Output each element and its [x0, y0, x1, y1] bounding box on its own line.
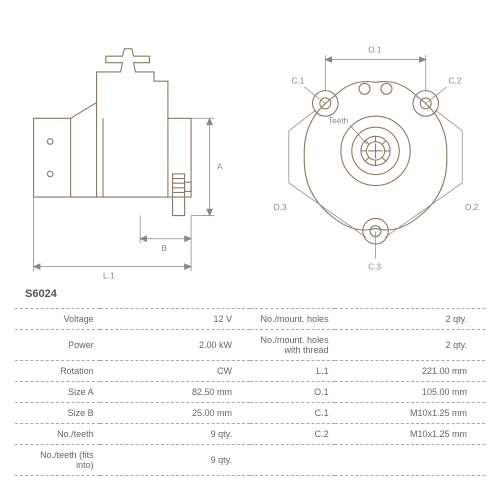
spec-value: 2 qty.	[335, 309, 485, 330]
part-number: S6024	[25, 288, 57, 300]
spec-row: Size B25.00 mmC.1M10x1.25 mm	[15, 403, 485, 424]
spec-value: 105.00 mm	[335, 382, 485, 403]
spec-label: L.1	[250, 361, 335, 382]
spec-row: Size A82.50 mmO.1105.00 mm	[15, 382, 485, 403]
spec-label: No./mount. holes	[250, 309, 335, 330]
dim-o1-label: O.1	[368, 45, 382, 54]
dim-c1-label: C.1	[292, 76, 305, 85]
teeth-label: Teeth	[328, 116, 349, 125]
spec-label	[250, 445, 335, 476]
spec-value: 25.00 mm	[100, 403, 250, 424]
spec-label: C.2	[250, 424, 335, 445]
dim-a-label: A	[217, 161, 223, 171]
spec-label: Size A	[15, 382, 100, 403]
spec-row: No./teeth (fits into)9 qty.	[15, 445, 485, 476]
dim-o3-label: O.3	[273, 203, 287, 212]
spec-label: C.1	[250, 403, 335, 424]
dim-c3-label: C.3	[368, 263, 381, 272]
spec-row: No./teeth9 qty.C.2M10x1.25 mm	[15, 424, 485, 445]
dim-l1-label: L.1	[103, 271, 115, 281]
dim-b-label: B	[161, 243, 167, 253]
spec-value	[335, 445, 485, 476]
spec-label: Power	[15, 330, 100, 361]
spec-label: O.1	[250, 382, 335, 403]
spec-value: 2 qty.	[335, 330, 485, 361]
spec-value: CW	[100, 361, 250, 382]
spec-table: Voltage12 VNo./mount. holes2 qty.Power2.…	[15, 308, 485, 476]
spec-value: 2.00 kW	[100, 330, 250, 361]
side-view-diagram: A B L.1	[15, 10, 256, 310]
spec-label: Voltage	[15, 309, 100, 330]
spec-value: 9 qty.	[100, 445, 250, 476]
spec-label: No./teeth (fits into)	[15, 445, 100, 476]
spec-sheet: A B L.1	[0, 0, 500, 500]
front-view-diagram: O.1 O.2 O.3	[266, 10, 485, 310]
spec-row: Power2.00 kWNo./mount. holes with thread…	[15, 330, 485, 361]
spec-label: Size B	[15, 403, 100, 424]
spec-label: Rotation	[15, 361, 100, 382]
dim-c2-label: C.2	[448, 76, 461, 85]
spec-value: 9 qty.	[100, 424, 250, 445]
spec-value: M10x1.25 mm	[335, 403, 485, 424]
dim-o2-label: O.2	[465, 203, 479, 212]
spec-row: Voltage12 VNo./mount. holes2 qty.	[15, 309, 485, 330]
spec-value: 12 V	[100, 309, 250, 330]
spec-label: No./mount. holes with thread	[250, 330, 335, 361]
spec-value: 82.50 mm	[100, 382, 250, 403]
spec-label: No./teeth	[15, 424, 100, 445]
diagram-row: A B L.1	[0, 0, 500, 310]
spec-value: M10x1.25 mm	[335, 424, 485, 445]
spec-row: RotationCWL.1221.00 mm	[15, 361, 485, 382]
spec-value: 221.00 mm	[335, 361, 485, 382]
